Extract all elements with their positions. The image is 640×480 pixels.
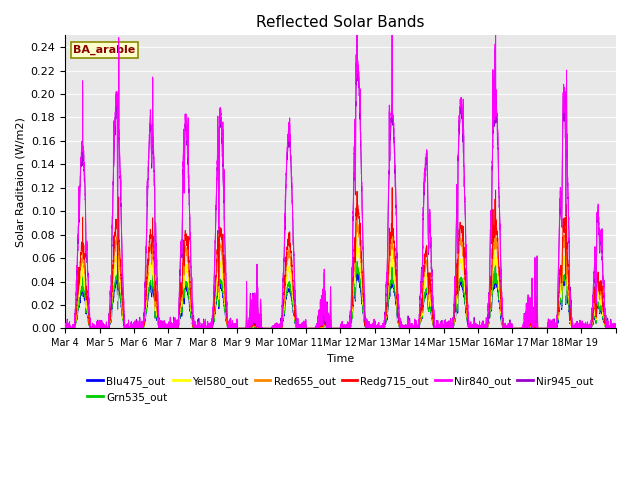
Red655_out xyxy=(519,325,527,331)
Grn535_out xyxy=(612,325,620,331)
Nir840_out xyxy=(492,15,499,21)
Line: Grn535_out: Grn535_out xyxy=(65,259,616,328)
Red655_out xyxy=(353,207,361,213)
Grn535_out xyxy=(492,277,499,283)
Nir945_out xyxy=(390,150,398,156)
Nir945_out xyxy=(612,325,620,331)
Blu475_out xyxy=(492,262,499,267)
Nir945_out xyxy=(492,107,499,113)
Redg715_out xyxy=(361,323,369,329)
Yel580_out xyxy=(492,260,499,265)
Redg715_out xyxy=(519,325,527,331)
Nir945_out xyxy=(492,26,499,32)
Legend: Blu475_out, Grn535_out, Yel580_out, Red655_out, Redg715_out, Nir840_out, Nir945_: Blu475_out, Grn535_out, Yel580_out, Red6… xyxy=(83,372,598,407)
Yel580_out xyxy=(61,324,69,330)
Line: Blu475_out: Blu475_out xyxy=(65,264,616,328)
Red655_out xyxy=(390,259,398,264)
Red655_out xyxy=(361,320,369,326)
Red655_out xyxy=(492,208,499,214)
Yel580_out xyxy=(361,321,369,326)
Grn535_out xyxy=(390,283,398,289)
Nir840_out xyxy=(175,288,183,294)
Blu475_out xyxy=(390,289,398,295)
Nir840_out xyxy=(390,142,398,147)
Nir840_out xyxy=(533,324,541,330)
Y-axis label: Solar Raditaion (W/m2): Solar Raditaion (W/m2) xyxy=(15,117,25,247)
Redg715_out xyxy=(390,242,398,248)
X-axis label: Time: Time xyxy=(327,354,354,364)
Blu475_out xyxy=(612,325,620,331)
Nir840_out xyxy=(361,309,369,315)
Redg715_out xyxy=(492,187,499,193)
Nir945_out xyxy=(533,324,541,330)
Yel580_out xyxy=(533,325,541,331)
Nir945_out xyxy=(361,309,369,314)
Nir840_out xyxy=(519,325,527,331)
Redg715_out xyxy=(612,325,620,331)
Yel580_out xyxy=(390,271,398,277)
Nir945_out xyxy=(175,289,183,295)
Grn535_out xyxy=(175,317,183,323)
Line: Nir945_out: Nir945_out xyxy=(65,29,616,328)
Yel580_out xyxy=(519,325,527,331)
Redg715_out xyxy=(175,308,183,313)
Red655_out xyxy=(175,311,183,317)
Blu475_out xyxy=(492,281,499,287)
Nir945_out xyxy=(519,325,527,331)
Line: Redg715_out: Redg715_out xyxy=(65,188,616,328)
Nir840_out xyxy=(612,325,620,331)
Grn535_out xyxy=(61,325,69,331)
Red655_out xyxy=(533,325,541,331)
Text: BA_arable: BA_arable xyxy=(74,45,136,55)
Grn535_out xyxy=(61,325,69,331)
Blu475_out xyxy=(61,325,69,331)
Redg715_out xyxy=(533,325,541,331)
Red655_out xyxy=(612,325,620,331)
Line: Nir840_out: Nir840_out xyxy=(65,18,616,328)
Blu475_out xyxy=(519,325,527,331)
Red655_out xyxy=(61,324,69,330)
Grn535_out xyxy=(492,256,499,262)
Line: Red655_out: Red655_out xyxy=(65,210,616,328)
Nir840_out xyxy=(492,101,499,107)
Yel580_out xyxy=(492,232,499,238)
Redg715_out xyxy=(61,325,69,331)
Yel580_out xyxy=(61,325,69,331)
Yel580_out xyxy=(175,312,183,318)
Nir945_out xyxy=(61,322,69,328)
Grn535_out xyxy=(361,322,369,328)
Nir840_out xyxy=(61,325,69,331)
Line: Yel580_out: Yel580_out xyxy=(65,235,616,328)
Nir945_out xyxy=(61,325,69,331)
Blu475_out xyxy=(175,317,183,323)
Blu475_out xyxy=(361,322,369,328)
Grn535_out xyxy=(533,325,541,331)
Title: Reflected Solar Bands: Reflected Solar Bands xyxy=(256,15,425,30)
Grn535_out xyxy=(519,325,527,331)
Redg715_out xyxy=(388,185,396,191)
Blu475_out xyxy=(61,325,69,331)
Redg715_out xyxy=(61,324,69,330)
Red655_out xyxy=(61,325,69,331)
Nir840_out xyxy=(61,322,69,328)
Yel580_out xyxy=(612,325,620,331)
Blu475_out xyxy=(533,325,541,331)
